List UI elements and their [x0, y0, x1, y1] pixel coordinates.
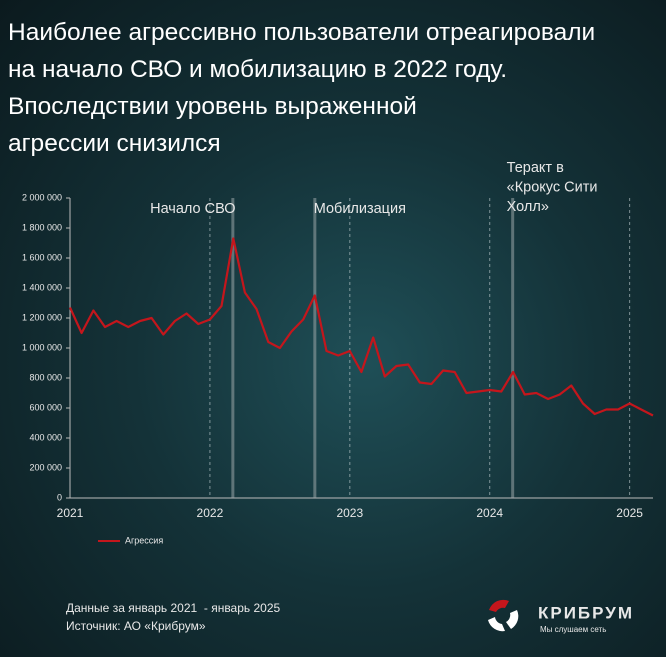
y-tick-label: 2 000 000 — [22, 192, 62, 202]
annotation: «Крокус Сити — [507, 179, 598, 195]
title: Наиболее агрессивно пользователи отреаги… — [8, 14, 595, 162]
y-tick-label: 400 000 — [29, 432, 62, 442]
x-tick-label: 2024 — [476, 506, 503, 520]
logo-part — [506, 610, 519, 629]
annotation: Холл» — [507, 199, 549, 215]
data-line — [68, 237, 654, 417]
logo-part — [488, 617, 505, 632]
y-tick-label: 1 400 000 — [22, 282, 62, 292]
x-tick-label: 2025 — [616, 506, 643, 520]
title-line: Наиболее агрессивно пользователи отреаги… — [8, 19, 596, 46]
annotation: Мобилизация — [314, 201, 406, 217]
annotation: Начало СВО — [150, 201, 236, 217]
legend-label: Агрессия — [125, 535, 163, 545]
footnote: Данные за январь 2021 - январь 2025 — [66, 601, 281, 615]
y-tick-label: 1 200 000 — [22, 312, 62, 322]
title-line: на начало СВО и мобилизацию в 2022 году. — [8, 56, 507, 83]
footnote: Источник: АО «Крибрум» — [66, 619, 206, 633]
y-tick-label: 1 000 000 — [22, 342, 62, 352]
annotation: Теракт в — [507, 160, 564, 176]
y-tick-label: 800 000 — [29, 372, 62, 382]
y-tick-label: 600 000 — [29, 402, 62, 412]
logo-part — [489, 599, 509, 612]
x-tick-label: 2023 — [336, 506, 363, 520]
y-tick-label: 1 800 000 — [22, 222, 62, 232]
y-tick-label: 200 000 — [29, 462, 62, 472]
title-line: Впоследствии уровень выраженной — [8, 93, 417, 120]
x-tick-label: 2021 — [57, 506, 84, 520]
brand-slogan: Мы слушаем сеть — [540, 625, 606, 634]
brand-name: КРИБРУМ — [538, 603, 634, 622]
logo-icon — [488, 599, 519, 632]
y-tick-label: 0 — [57, 492, 62, 502]
y-tick-label: 1 600 000 — [22, 252, 62, 262]
title-line: агрессии снизился — [8, 130, 221, 157]
x-tick-label: 2022 — [197, 506, 224, 520]
